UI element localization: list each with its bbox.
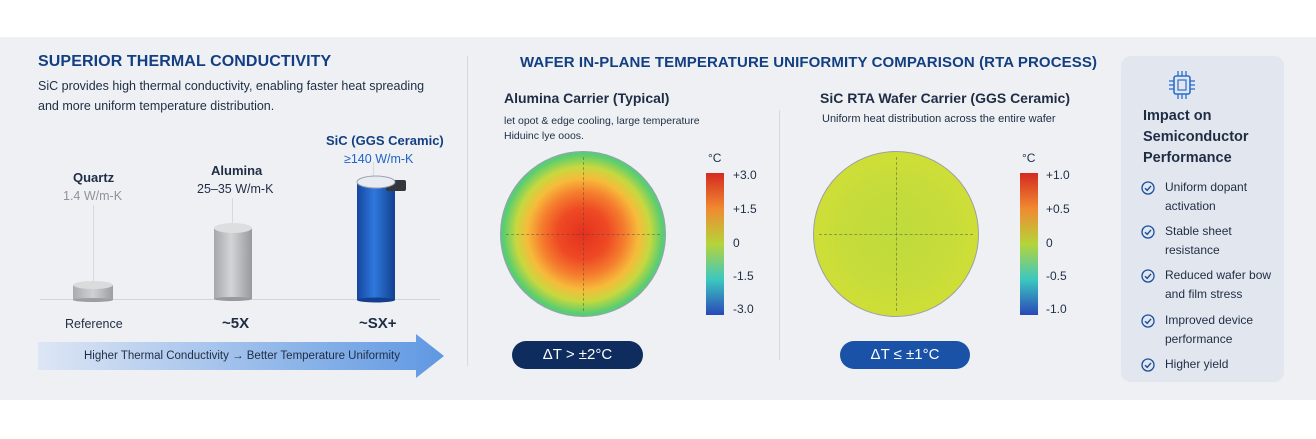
- thermal-desc-line2: and more uniform temperature distributio…: [38, 99, 275, 113]
- comparison-title: WAFER IN-PLANE TEMPERATURE UNIFORMITY CO…: [520, 54, 1098, 71]
- check-icon: [1141, 358, 1155, 372]
- sic-carrier-title: SiC RTA Wafer Carrier (GGS Ceramic): [820, 90, 1070, 106]
- conductivity-arrow: [38, 334, 444, 378]
- impact-card: [1121, 56, 1284, 382]
- alumina-carrier-desc2: Hiduinc lye ooos.: [504, 130, 584, 142]
- section-divider-middle: [779, 110, 780, 360]
- impact-title-line1: Impact on: [1143, 108, 1212, 124]
- alumina-cylinder: [214, 223, 252, 301]
- sic-tick-4: -0.5: [1046, 269, 1067, 283]
- sic-delta-badge: ΔT ≤ ±1°C: [840, 341, 970, 369]
- sic-colorbar: [1020, 173, 1038, 315]
- alumina-name: Alumina: [211, 163, 263, 178]
- check-icon: [1141, 225, 1155, 239]
- sic-wafer-crosshair-v: [896, 157, 897, 311]
- sic-label: ~SX+: [359, 315, 397, 332]
- impact-title-line3: Performance: [1143, 150, 1232, 166]
- sic-wafer-crosshair-h: [819, 234, 973, 235]
- impact-item-label: Uniform dopant activation: [1165, 180, 1248, 213]
- section-divider-left: [467, 56, 468, 366]
- alumina-colorbar: [706, 173, 724, 315]
- thermal-title: SUPERIOR THERMAL CONDUCTIVITY: [38, 53, 332, 70]
- alumina-value: 25–35 W/m-K: [197, 182, 274, 196]
- check-icon: [1141, 181, 1155, 195]
- quartz-label: Reference: [65, 317, 123, 331]
- sic-colorbar-unit: °C: [1022, 151, 1036, 165]
- alumina-tick-3: 0: [733, 236, 740, 250]
- impact-item-label: Reduced wafer bow and film stress: [1165, 268, 1272, 301]
- sic-tick-1: +1.0: [1046, 168, 1070, 182]
- sic-name: SiC (GGS Ceramic): [326, 133, 444, 148]
- impact-item-label: Higher yield: [1165, 357, 1229, 371]
- thermal-desc-line1: SiC provides high thermal conductivity, …: [38, 79, 425, 93]
- sic-tick-2: +0.5: [1046, 202, 1070, 216]
- alumina-guide-line: [232, 198, 233, 228]
- alumina-carrier-title: Alumina Carrier (Typical): [504, 90, 670, 106]
- arrow-text: Higher Thermal Conductivity → Better Tem…: [84, 350, 400, 362]
- check-icon: [1141, 269, 1155, 283]
- sic-guide-line: [373, 162, 374, 180]
- check-icon: [1141, 314, 1155, 328]
- alumina-tick-5: -3.0: [733, 302, 754, 316]
- sic-value: ≥140 W/m-K: [344, 152, 414, 166]
- quartz-name: Quartz: [73, 170, 115, 185]
- alumina-tick-2: +1.5: [733, 202, 757, 216]
- quartz-guide-line: [93, 205, 94, 287]
- impact-title-line2: Semiconductor: [1143, 129, 1249, 145]
- alumina-wafer-crosshair-h: [506, 234, 660, 235]
- sic-tick-3: 0: [1046, 236, 1053, 250]
- quartz-cylinder: [73, 281, 113, 302]
- sic-carrier-desc: Uniform heat distribution across the ent…: [822, 113, 1056, 125]
- alumina-carrier-desc1: let opot & edge cooling, large temperatu…: [504, 115, 700, 127]
- alumina-tick-1: +3.0: [733, 168, 757, 182]
- sic-wafer-heatmap: [813, 151, 979, 317]
- quartz-value: 1.4 W/m-K: [63, 189, 123, 203]
- alumina-delta-badge: ΔT > ±2°C: [512, 341, 643, 369]
- sic-cylinder: [356, 175, 406, 303]
- alumina-tick-4: -1.5: [733, 269, 754, 283]
- impact-item-label: Improved device performance: [1165, 313, 1254, 346]
- alumina-wafer-heatmap: [500, 151, 666, 317]
- alumina-label: ~5X: [222, 315, 250, 332]
- sic-tick-5: -1.0: [1046, 302, 1067, 316]
- alumina-wafer-crosshair-v: [583, 157, 584, 311]
- alumina-colorbar-unit: °C: [708, 151, 722, 165]
- impact-item-label: Stable sheet resistance: [1165, 224, 1232, 257]
- chip-icon: [1169, 71, 1195, 99]
